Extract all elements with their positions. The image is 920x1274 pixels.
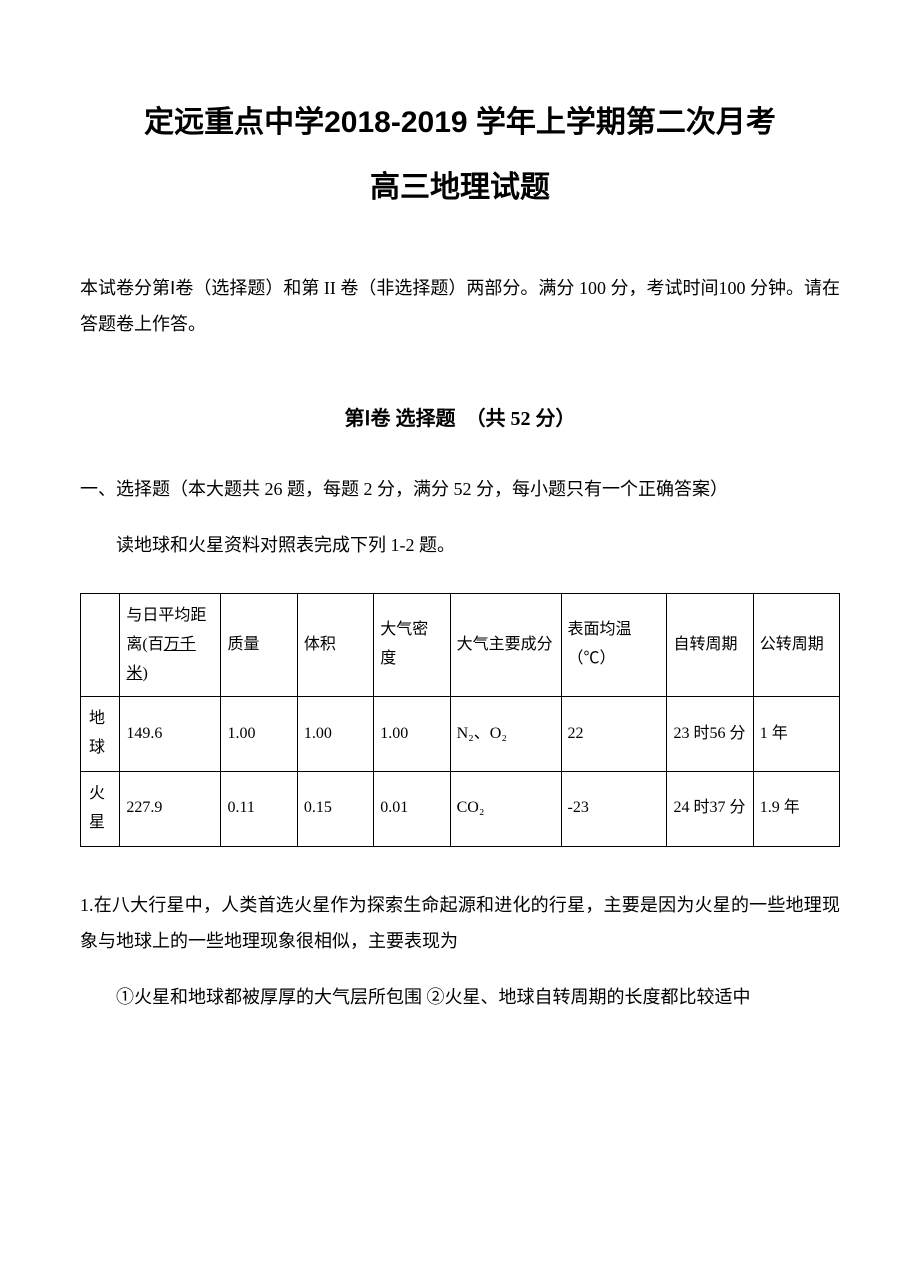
table-header-cell: 与日平均距离(百万千米) (120, 594, 221, 697)
table-cell: 227.9 (120, 771, 221, 846)
table-cell: 0.15 (297, 771, 373, 846)
table-cell: 23 时56 分 (667, 697, 753, 772)
table-header-row: 与日平均距离(百万千米) 质量 体积 大气密度 大气主要成分 表面均温（℃） 自… (81, 594, 840, 697)
table-header-cell: 自转周期 (667, 594, 753, 697)
table-header-cell: 质量 (221, 594, 297, 697)
table-header-cell (81, 594, 120, 697)
question-1-options: ①火星和地球都被厚厚的大气层所包围 ②火星、地球自转周期的长度都比较适中 (80, 979, 840, 1015)
exam-instructions: 本试卷分第Ⅰ卷（选择题）和第 II 卷（非选择题）两部分。满分 100 分，考试… (80, 270, 840, 342)
exam-title: 定远重点中学2018-2019 学年上学期第二次月考 (80, 100, 840, 145)
table-cell: 1.00 (297, 697, 373, 772)
table-cell: N₂、O₂ (450, 697, 561, 772)
table-cell: 1.9 年 (753, 771, 839, 846)
reading-prompt: 读地球和火星资料对照表完成下列 1-2 题。 (80, 527, 840, 563)
table-row: 火星 227.9 0.11 0.15 0.01 CO₂ -23 24 时37 分… (81, 771, 840, 846)
table-header-cell: 体积 (297, 594, 373, 697)
table-header-cell: 大气主要成分 (450, 594, 561, 697)
table-cell: 149.6 (120, 697, 221, 772)
section-1-heading: 第Ⅰ卷 选择题 （共 52 分） (80, 402, 840, 431)
table-cell: 火星 (81, 771, 120, 846)
table-cell: 1.00 (221, 697, 297, 772)
table-cell: 22 (561, 697, 667, 772)
earth-mars-table: 与日平均距离(百万千米) 质量 体积 大气密度 大气主要成分 表面均温（℃） 自… (80, 593, 840, 847)
part-1-heading: 一、选择题（本大题共 26 题，每题 2 分，满分 52 分，每小题只有一个正确… (80, 471, 840, 507)
table-cell: 1.00 (374, 697, 450, 772)
exam-page: 定远重点中学2018-2019 学年上学期第二次月考 高三地理试题 本试卷分第Ⅰ… (0, 0, 920, 1274)
exam-subtitle: 高三地理试题 (80, 165, 840, 210)
table-cell: -23 (561, 771, 667, 846)
table-cell: CO₂ (450, 771, 561, 846)
table-cell: 0.01 (374, 771, 450, 846)
table-cell: 24 时37 分 (667, 771, 753, 846)
table-cell: 地球 (81, 697, 120, 772)
question-1-stem: 1.在八大行星中，人类首选火星作为探索生命起源和进化的行星，主要是因为火星的一些… (80, 887, 840, 959)
table-header-cell: 大气密度 (374, 594, 450, 697)
table-header-cell: 表面均温（℃） (561, 594, 667, 697)
table-cell: 1 年 (753, 697, 839, 772)
table-header-cell: 公转周期 (753, 594, 839, 697)
table-row: 地球 149.6 1.00 1.00 1.00 N₂、O₂ 22 23 时56 … (81, 697, 840, 772)
table-cell: 0.11 (221, 771, 297, 846)
